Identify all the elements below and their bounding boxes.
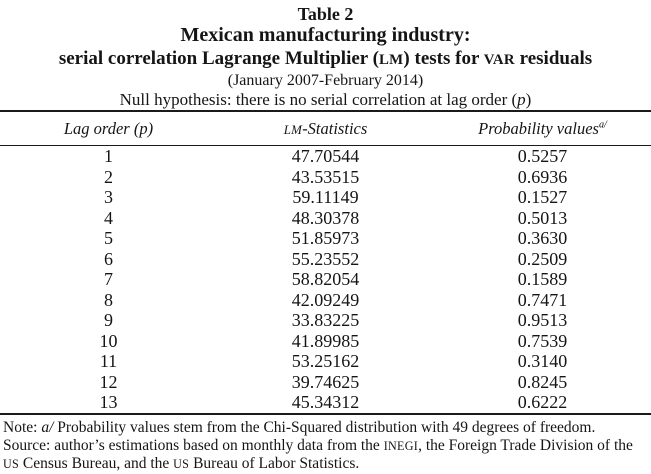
- cell-lag-order: 13: [99, 392, 118, 412]
- table-row: 3 59.11149 0.1527: [0, 187, 651, 208]
- header-segment: Probability values: [478, 118, 599, 138]
- cell-lm-statistic: 43.53515: [291, 166, 360, 187]
- cell-lag-order: 5: [104, 228, 113, 248]
- col-header-probability: Probability valuesa/: [434, 111, 651, 146]
- cell-lag-order: 3: [104, 187, 113, 207]
- smallcaps-us: US: [173, 456, 190, 471]
- smallcaps-var: VAR: [483, 52, 515, 68]
- cell-probability: 0.1527: [517, 187, 568, 207]
- table-title-line1: Mexican manufacturing industry:: [180, 24, 471, 46]
- cell-lm-statistic: 45.34312: [291, 392, 360, 412]
- cell-probability: 0.3140: [517, 351, 568, 371]
- table-row: 1 47.70544 0.5257: [0, 146, 651, 167]
- table-row: 13 45.34312 0.6222: [0, 392, 651, 414]
- smallcaps-lm: LM: [283, 122, 303, 137]
- cell-probability: 0.8245: [517, 371, 568, 392]
- title-segment: residuals: [514, 48, 593, 69]
- cell-lm-statistic: 58.82054: [291, 269, 360, 289]
- cell-lag-order: 8: [104, 289, 113, 310]
- cell-lag-order: 12: [99, 371, 118, 392]
- cell-lm-statistic: 48.30378: [291, 207, 360, 228]
- cell-probability: 0.5013: [517, 207, 568, 228]
- source-text: Source: author’s estimations based on mo…: [3, 436, 384, 454]
- cell-lm-statistic: 39.74625: [291, 371, 360, 392]
- cell-probability: 0.1589: [517, 269, 568, 289]
- cell-lm-statistic: 55.23552: [291, 248, 360, 269]
- cell-probability: 0.9513: [517, 310, 568, 330]
- table-row: 2 43.53515 0.6936: [0, 167, 651, 188]
- smallcaps-lm: LM: [378, 52, 404, 68]
- note-text: Note:: [3, 418, 42, 436]
- cell-lag-order: 2: [104, 166, 113, 187]
- variable-p: p: [517, 90, 526, 109]
- table-row: 6 55.23552 0.2509: [0, 249, 651, 270]
- cell-probability: 0.5257: [517, 146, 568, 166]
- table-body: 1 47.70544 0.5257 2 43.53515 0.6936 3 59…: [0, 146, 651, 414]
- table-title-line2: serial correlation Lagrange Multiplier (…: [0, 47, 651, 72]
- footnote-marker: a/: [598, 119, 607, 130]
- smallcaps-inegi: INEGI: [383, 438, 419, 453]
- null-hypothesis: Null hypothesis: there is no serial corr…: [0, 90, 651, 110]
- smallcaps-us: US: [3, 456, 20, 471]
- table-row: 8 42.09249 0.7471: [0, 290, 651, 311]
- cell-lag-order: 10: [99, 330, 118, 351]
- table-row: 5 51.85973 0.3630: [0, 228, 651, 249]
- note-text: Probability values stem from the Chi-Squ…: [53, 418, 596, 436]
- title-segment: ) tests for: [403, 48, 484, 69]
- table-row: 7 58.82054 0.1589: [0, 269, 651, 290]
- table-row: 10 41.89985 0.7539: [0, 331, 651, 352]
- table-label: Table 2: [297, 4, 354, 24]
- cell-lag-order: 9: [104, 310, 113, 330]
- null-hypothesis-text: Null hypothesis: there is no serial corr…: [119, 90, 518, 109]
- cell-lag-order: 7: [104, 269, 113, 289]
- table-row: 4 48.30378 0.5013: [0, 208, 651, 229]
- cell-lm-statistic: 47.70544: [291, 146, 360, 166]
- title-segment: serial correlation Lagrange Multiplier (: [58, 48, 379, 69]
- table-caption: Table 2 Mexican manufacturing industry: …: [0, 4, 651, 110]
- cell-lm-statistic: 42.09249: [291, 289, 360, 310]
- table-row: 12 39.74625 0.8245: [0, 372, 651, 393]
- cell-lag-order: 1: [104, 146, 113, 166]
- table-notes: Note: a/ Probability values stem from th…: [0, 419, 651, 473]
- cell-lm-statistic: 59.11149: [292, 187, 359, 207]
- note-line: Note: a/ Probability values stem from th…: [3, 419, 648, 437]
- col-header-lm-statistics: LM-Statistics: [217, 111, 434, 146]
- cell-lm-statistic: 41.89985: [291, 330, 360, 351]
- cell-lm-statistic: 33.83225: [291, 310, 360, 330]
- source-text: Census Bureau, and the: [19, 454, 174, 472]
- cell-lm-statistic: 51.85973: [291, 228, 360, 248]
- cell-lm-statistic: 53.25162: [291, 351, 360, 371]
- cell-lag-order: 11: [99, 351, 118, 371]
- cell-lag-order: 6: [104, 248, 113, 269]
- cell-lag-order: 4: [104, 207, 113, 228]
- cell-probability: 0.7539: [517, 330, 568, 351]
- header-segment: -Statistics: [302, 118, 368, 138]
- date-range: (January 2007-February 2014): [227, 72, 424, 89]
- footnote-marker: a/: [41, 418, 54, 436]
- table-header: Lag order (p) LM-Statistics Probability …: [0, 111, 651, 146]
- table-row: 11 53.25162 0.3140: [0, 351, 651, 372]
- lm-test-table: Lag order (p) LM-Statistics Probability …: [0, 110, 651, 415]
- null-hypothesis-close: ): [525, 90, 532, 109]
- cell-probability: 0.6936: [517, 166, 568, 187]
- table-row: 9 33.83225 0.9513: [0, 310, 651, 331]
- cell-probability: 0.2509: [517, 248, 568, 269]
- cell-probability: 0.3630: [517, 228, 568, 248]
- header-row: Lag order (p) LM-Statistics Probability …: [0, 111, 651, 146]
- col-header-lag-order: Lag order (p): [0, 111, 217, 146]
- cell-probability: 0.7471: [517, 289, 568, 310]
- cell-probability: 0.6222: [517, 392, 568, 412]
- source-line: Source: author’s estimations based on mo…: [3, 437, 648, 473]
- source-text: Bureau of Labor Statistics.: [189, 454, 360, 472]
- source-text: , the Foreign Trade Division of the: [418, 436, 633, 454]
